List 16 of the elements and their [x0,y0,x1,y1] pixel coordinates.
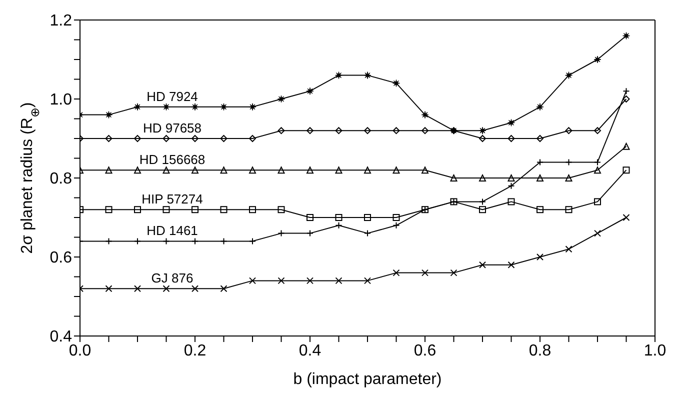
x-tick-label: 0.4 [298,342,322,360]
series-label: HIP 57274 [142,192,203,207]
x-tick-label: 0.6 [414,342,436,360]
series-label: HD 7924 [146,88,198,104]
y-tick-label: 0.6 [50,250,72,267]
series-label: HD 97658 [142,120,202,136]
x-tick-label: 0.8 [528,342,552,360]
x-axis-title: b (impact parameter) [293,371,442,388]
x-tick-label: 0.2 [184,342,206,360]
y-tick-label: 0.8 [50,170,72,188]
series-label: HD 1461 [146,223,198,238]
series-label: HD 156668 [139,152,206,168]
y-tick-label: 1.2 [50,12,72,30]
x-tick-label: 1.0 [644,342,666,360]
y-tick-label: 1.0 [50,92,72,109]
series-label: GJ 876 [151,270,194,286]
